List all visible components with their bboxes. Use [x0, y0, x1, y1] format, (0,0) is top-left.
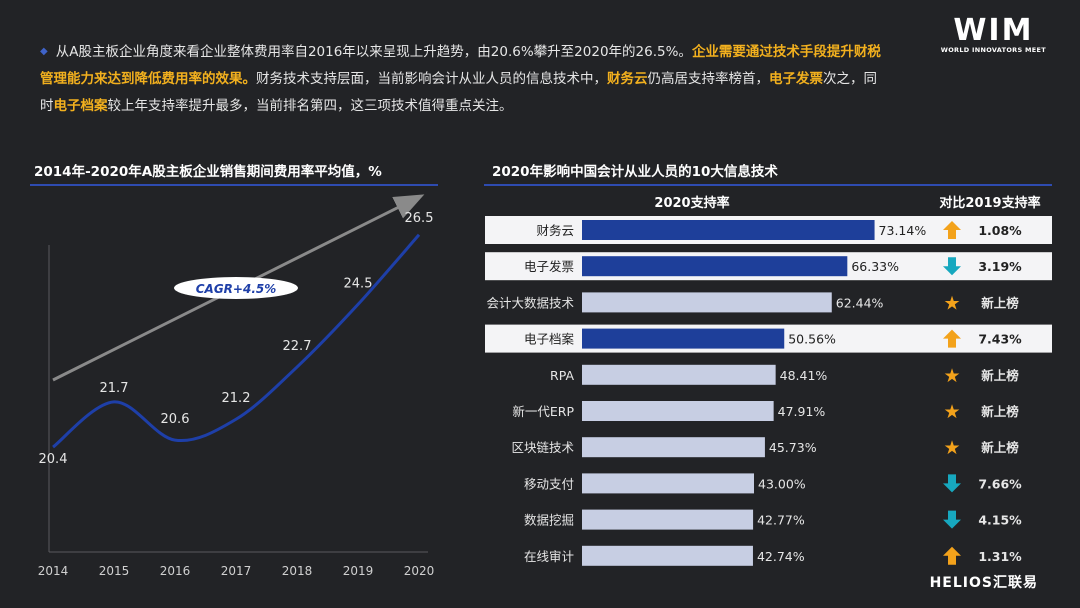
bar-value-label: 45.73%	[769, 440, 817, 455]
bar	[582, 292, 832, 313]
compare-value-label: 新上榜	[981, 440, 1019, 455]
bar	[582, 328, 785, 349]
arrow-down-icon	[943, 474, 961, 493]
intro-text-3: 仍高居支持率榜首，	[647, 71, 770, 87]
line-series	[52, 233, 421, 449]
intro-highlight-4: 电子档案	[53, 98, 108, 114]
arrow-up-icon	[943, 546, 961, 565]
compare-value-label: 新上榜	[981, 368, 1019, 383]
compare-value-label: 7.66%	[978, 476, 1022, 491]
bar-category-label: 电子档案	[524, 332, 575, 347]
bar-category-label: 移动支付	[524, 476, 574, 491]
arrow-up-icon	[943, 329, 961, 348]
bar-category-label: 新一代ERP	[512, 404, 574, 419]
line-value-label: 20.4	[39, 452, 68, 467]
intro-text-1: 从A股主板企业角度来看企业整体费用率自2016年以来呈现上升趋势，由20.6%攀…	[55, 44, 692, 60]
bar-category-label: 区块链技术	[511, 440, 574, 455]
x-tick-label: 2018	[282, 564, 313, 578]
intro-text-5: 较上年支持率提升最多，当前排名第四，这三项技术值得重点关注。	[107, 98, 513, 114]
compare-value-label: 7.43%	[978, 332, 1022, 347]
line-value-label: 21.7	[100, 381, 129, 396]
bar-value-label: 73.14%	[879, 223, 927, 238]
bar	[582, 401, 774, 421]
bar-chart-title: 2020年影响中国会计从业人员的10大信息技术	[492, 164, 778, 180]
diamond-bullet-icon: ◆	[40, 46, 48, 57]
star-icon: ★	[943, 365, 960, 387]
bar-value-label: 62.44%	[836, 295, 884, 310]
star-icon: ★	[943, 437, 960, 459]
bar-value-label: 47.91%	[778, 404, 826, 419]
line-value-label: 20.6	[161, 412, 190, 427]
bar-value-label: 48.41%	[780, 368, 828, 383]
line-value-label: 22.7	[283, 339, 312, 354]
bar-category-label: 会计大数据技术	[486, 295, 574, 310]
bar-col-header: 2020支持率	[654, 195, 729, 211]
bar	[582, 256, 848, 277]
bar-category-label: 电子发票	[524, 259, 574, 274]
bar-value-label: 66.33%	[851, 259, 899, 274]
x-tick-label: 2020	[404, 564, 435, 578]
x-tick-label: 2016	[160, 564, 191, 578]
star-icon: ★	[943, 292, 960, 314]
wim-logo: WIM WORLD INNOVATORS MEET	[940, 13, 1046, 55]
intro-text-4: 次之，同时	[40, 71, 877, 114]
compare-value-label: 新上榜	[981, 404, 1019, 419]
compare-value-label: 1.31%	[978, 549, 1022, 564]
star-icon: ★	[943, 401, 960, 423]
cagr-pill	[174, 277, 298, 299]
bar-category-label: RPA	[550, 368, 574, 383]
bar-value-label: 42.74%	[757, 549, 805, 564]
bar-category-label: 在线审计	[524, 549, 574, 564]
bar	[582, 545, 753, 566]
compare-col-header: 对比2019支持率	[939, 195, 1040, 211]
compare-value-label: 1.08%	[978, 223, 1022, 238]
logo-small-text: WORLD INNOVATORS MEET	[940, 46, 1046, 54]
bar	[582, 509, 754, 530]
bar-chart-title-underline	[484, 184, 1052, 186]
arrow-down-icon	[943, 510, 961, 529]
intro-highlight-1: 企业需要通过技术手段提升财税管理能力来达到降低费用率的效果。	[40, 44, 881, 87]
arrow-down-icon	[943, 257, 961, 276]
line-chart-title: 2014年-2020年A股主板企业销售期间费用率平均值，%	[34, 164, 382, 180]
compare-value-label: 3.19%	[978, 259, 1022, 274]
bar-value-label: 42.77%	[757, 513, 805, 528]
arrow-up-icon	[943, 221, 961, 239]
intro-highlight-2: 财务云	[607, 71, 648, 87]
bar	[582, 364, 776, 385]
line-value-label: 24.5	[344, 276, 373, 291]
helios-logo: HELIOS汇联易	[929, 575, 1038, 591]
bar-value-label: 43.00%	[758, 476, 806, 491]
bar-category-label: 财务云	[536, 223, 574, 238]
line-chart-title-underline	[30, 184, 438, 186]
intro-paragraph: ◆ 从A股主板企业角度来看企业整体费用率自2016年以来呈现上升趋势，由20.6%…	[40, 38, 890, 120]
intro-highlight-3: 电子发票	[769, 71, 823, 87]
cagr-label: CAGR+4.5%	[196, 282, 277, 296]
logo-big-text: WIM	[953, 13, 1034, 48]
bar	[582, 473, 754, 494]
compare-value-label: 新上榜	[981, 295, 1019, 310]
bar-category-label: 数据挖掘	[524, 513, 574, 528]
line-value-label: 26.5	[405, 211, 434, 226]
bar	[582, 220, 875, 240]
x-tick-label: 2019	[343, 564, 374, 578]
x-tick-label: 2017	[221, 564, 252, 578]
bar	[582, 437, 765, 458]
x-tick-label: 2014	[38, 564, 69, 578]
compare-value-label: 4.15%	[978, 513, 1022, 528]
line-value-label: 21.2	[222, 391, 251, 406]
bar-value-label: 50.56%	[788, 332, 836, 347]
x-tick-label: 2015	[99, 564, 130, 578]
intro-text-2: 财务技术支持层面，当前影响会计从业人员的信息技术中，	[256, 71, 607, 87]
